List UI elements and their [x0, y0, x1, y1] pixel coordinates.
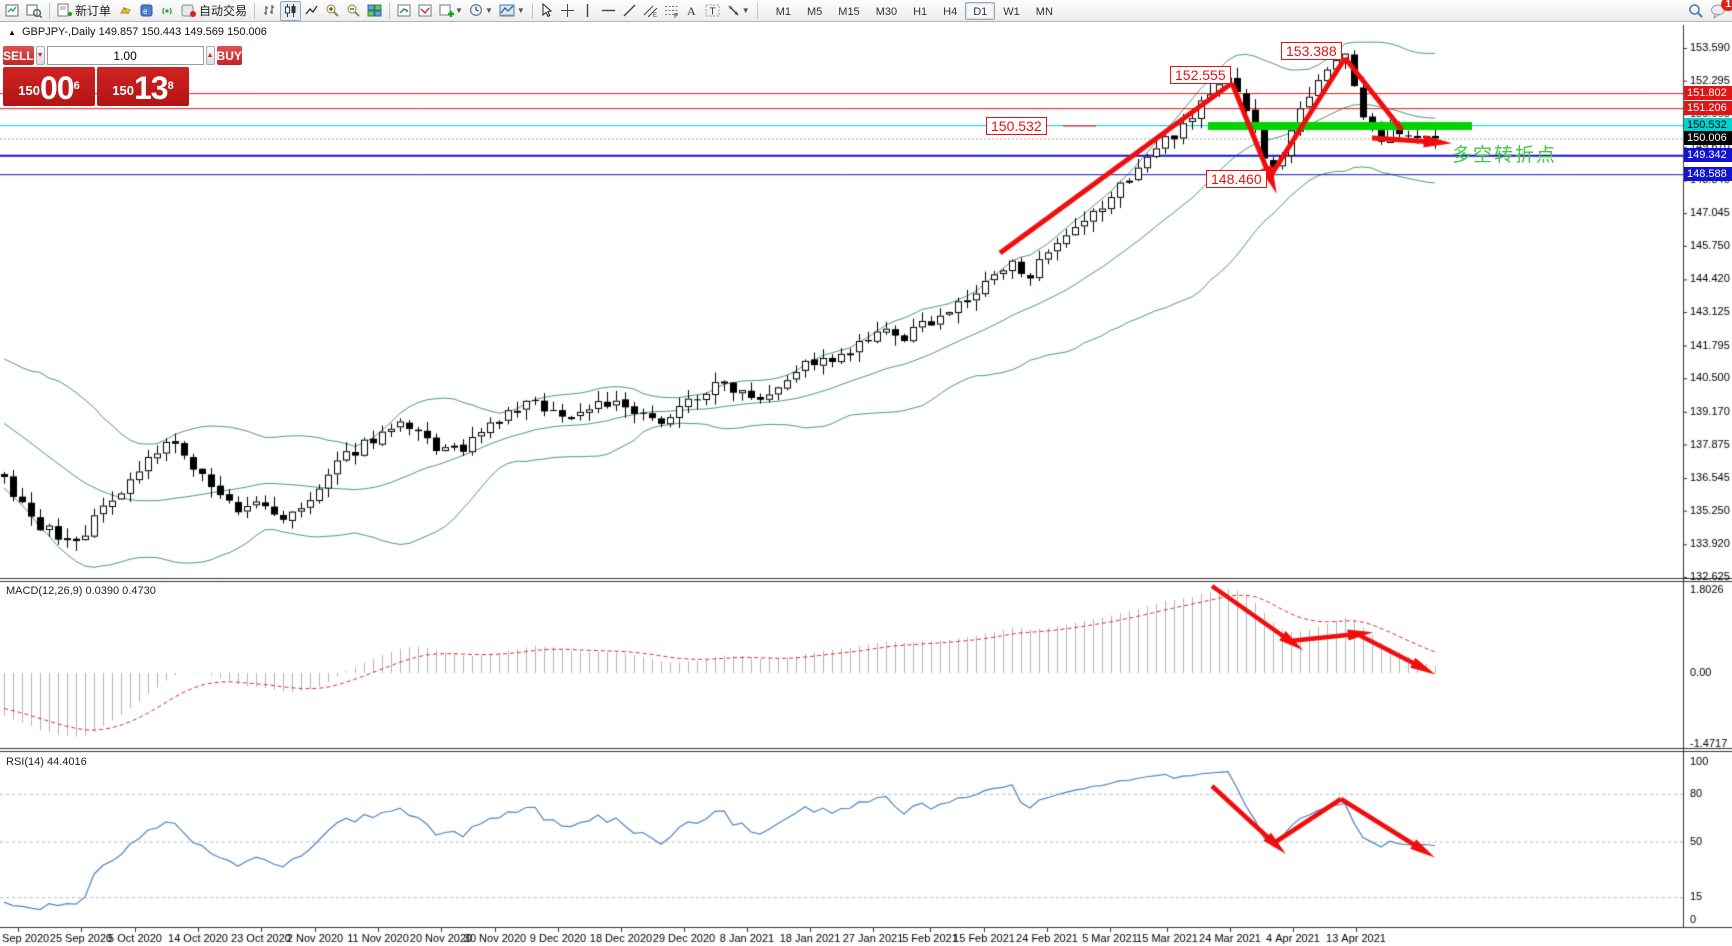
sell-price-display[interactable]: 150 00 6 — [3, 67, 95, 106]
cursor-icon[interactable] — [537, 1, 557, 21]
rsi-indicator-label: RSI(14) 44.4016 — [6, 756, 87, 768]
timeframe-button-h1[interactable]: H1 — [913, 5, 928, 18]
price-axis-tag: 149.342 — [1684, 148, 1732, 163]
vertical-line-tool-icon[interactable] — [578, 1, 598, 21]
candle-chart-icon[interactable] — [280, 0, 302, 21]
autotrading-button[interactable]: 自动交易 — [178, 1, 250, 21]
toolbar: 新订单 e 自动交易 ▼ ▼ — [0, 0, 1732, 22]
bar-chart-icon[interactable] — [259, 1, 280, 21]
swing-low-label[interactable]: 148.460 — [1206, 170, 1267, 188]
timeframe-button-m15[interactable]: M15 — [838, 5, 860, 18]
buy-price-main: 13 — [133, 70, 169, 106]
metaeditor-icon[interactable]: e — [136, 1, 157, 21]
chart-profiles-icon[interactable] — [23, 1, 45, 21]
autotrading-label: 自动交易 — [199, 4, 248, 18]
timeframe-button-m30[interactable]: M30 — [875, 5, 898, 18]
autotrading-icon — [181, 4, 197, 17]
swing-high-2-label[interactable]: 153.388 — [1281, 42, 1342, 60]
macd-indicator-label: MACD(12,26,9) 0.0390 0.4730 — [6, 585, 156, 597]
sell-price-prefix: 150 — [18, 83, 40, 98]
svg-text:E: E — [653, 13, 657, 18]
chart-template-button[interactable]: ▼ — [496, 1, 528, 21]
arrow-objects-button[interactable]: ▼ — [723, 1, 753, 21]
buy-price-prefix: 150 — [112, 83, 134, 98]
support-price-label[interactable]: 150.532 — [986, 117, 1047, 135]
price-axis-tag: 151.802 — [1684, 86, 1732, 101]
price-axis-tag: 151.206 — [1684, 101, 1732, 116]
price-axis-tag: 148.588 — [1684, 167, 1732, 182]
timeframe-button-d1[interactable]: D1 — [965, 1, 996, 20]
toolbar-separator — [49, 2, 50, 19]
symbol-info: ▲ GBPJPY-,Daily 149.857 150.443 149.569 … — [8, 26, 267, 38]
volume-increase-button[interactable]: ▲ — [205, 46, 215, 65]
indicators-down-icon[interactable] — [415, 1, 436, 21]
chevron-down-icon: ▼ — [484, 6, 493, 15]
turning-point-label[interactable]: 多空转折点 — [1452, 145, 1558, 166]
trendline-tool-icon[interactable] — [619, 1, 640, 21]
indicators-up-icon[interactable] — [394, 1, 415, 21]
svg-text:F: F — [674, 13, 678, 18]
text-tool-icon[interactable]: A — [682, 1, 702, 21]
notifications-button[interactable]: 1 — [1707, 0, 1732, 21]
timeframe-button-m1[interactable]: M1 — [775, 5, 791, 18]
new-chart-icon[interactable] — [2, 1, 23, 21]
toolbar-separator — [389, 2, 391, 19]
new-order-icon — [57, 3, 72, 17]
timeframe-button-h4[interactable]: H4 — [943, 5, 958, 18]
add-indicator-button[interactable]: ▼ — [436, 1, 466, 21]
signal-icon[interactable] — [157, 1, 178, 21]
swing-high-1-label[interactable]: 152.555 — [1170, 66, 1231, 84]
fibonacci-tool-icon[interactable]: F — [661, 1, 682, 21]
volume-input[interactable] — [46, 46, 204, 65]
search-icon[interactable] — [1685, 1, 1707, 21]
chevron-down-icon: ▼ — [516, 6, 525, 15]
macd-name: MACD(12,26,9) — [6, 585, 83, 597]
ohlc-low: 149.569 — [184, 26, 225, 38]
svg-text:A: A — [687, 4, 696, 18]
ohlc-open: 149.857 — [98, 26, 139, 38]
svg-text:T: T — [709, 7, 715, 18]
horizontal-line-tool-icon[interactable] — [598, 1, 619, 21]
gold-icon[interactable] — [114, 1, 136, 21]
timeframe-button-mn[interactable]: MN — [1035, 5, 1053, 18]
line-chart-icon[interactable] — [301, 1, 322, 21]
sell-price-pip: 6 — [73, 80, 80, 92]
sell-price-main: 00 — [39, 70, 75, 106]
zoom-out-icon[interactable] — [343, 1, 364, 21]
collapse-arrow-icon[interactable]: ▲ — [8, 28, 16, 37]
toolbar-separator — [254, 2, 256, 19]
notification-badge: 1 — [1721, 0, 1732, 11]
macd-values: 0.0390 0.4730 — [85, 585, 156, 597]
channel-tool-icon[interactable]: E — [640, 1, 661, 21]
price-axis-tag: 150.006 — [1684, 131, 1732, 146]
buy-button[interactable]: BUY — [216, 46, 242, 65]
buy-price-display[interactable]: 150 13 8 — [97, 67, 189, 106]
crosshair-icon[interactable] — [557, 1, 578, 21]
period-clock-button[interactable]: ▼ — [466, 1, 496, 21]
one-click-trade-panel: SELL ▼ ▲ BUY 150 00 6 150 13 8 — [3, 46, 242, 106]
timeframe-button-w1[interactable]: W1 — [1003, 5, 1020, 18]
sell-button[interactable]: SELL — [3, 46, 34, 65]
buy-price-pip: 8 — [167, 80, 174, 92]
tile-windows-icon[interactable] — [364, 1, 385, 21]
new-order-button[interactable]: 新订单 — [54, 1, 114, 21]
svg-text:e: e — [143, 7, 148, 16]
ohlc-high: 150.443 — [141, 26, 182, 38]
toolbar-separator — [756, 2, 758, 19]
chevron-down-icon: ▼ — [741, 6, 750, 15]
new-order-label: 新订单 — [75, 4, 112, 18]
symbol-name: GBPJPY-,Daily — [21, 26, 96, 38]
zoom-in-icon[interactable] — [322, 1, 343, 21]
chevron-down-icon: ▼ — [455, 6, 463, 15]
toolbar-separator — [531, 2, 533, 19]
price-axis-tag: 150.532 — [1684, 118, 1732, 133]
timeframe-button-m5[interactable]: M5 — [807, 5, 823, 18]
rsi-value: 44.4016 — [46, 756, 87, 768]
text-label-tool-icon[interactable]: T — [702, 1, 723, 21]
volume-decrease-button[interactable]: ▼ — [35, 46, 45, 65]
rsi-name: RSI(14) — [6, 756, 44, 768]
ohlc-close: 150.006 — [227, 26, 267, 38]
timeframe-toolbar: M1 M5 M15 M30 H1 H4 D1 W1 MN — [768, 1, 1061, 20]
